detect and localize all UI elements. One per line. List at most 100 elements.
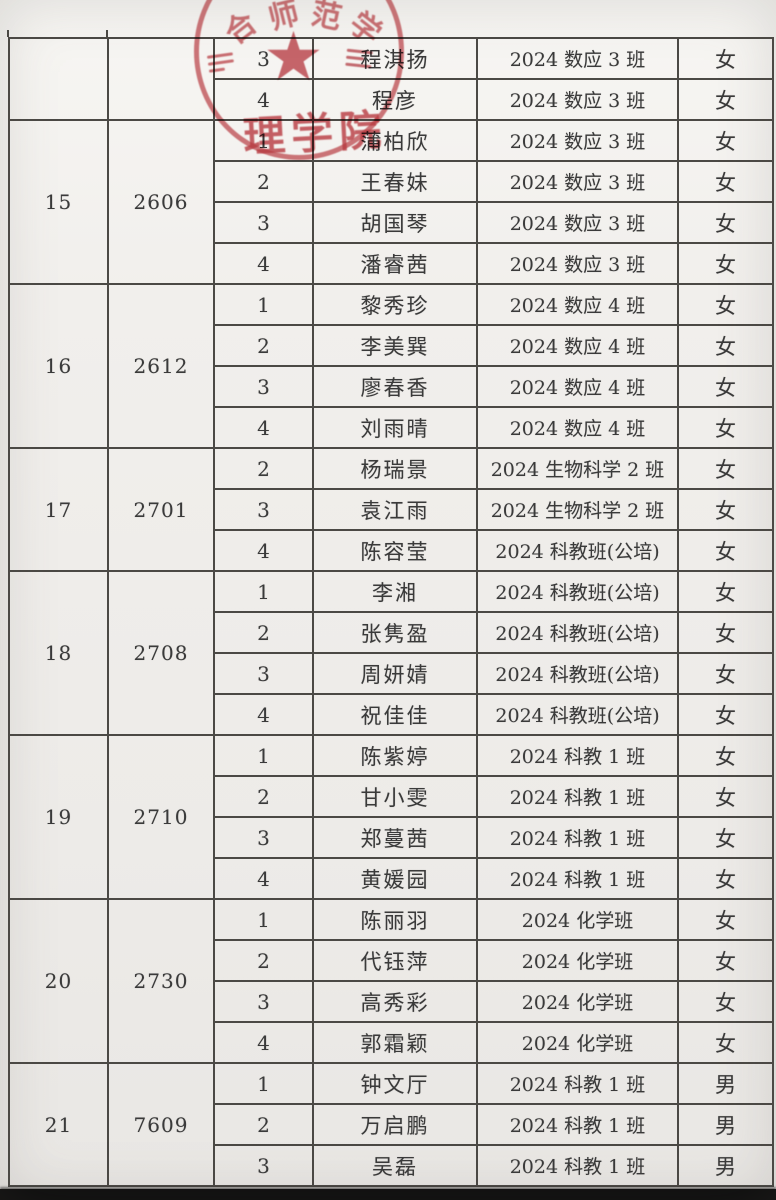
student-name-cell: 祝佳佳	[312, 693, 478, 736]
bed-number-cell: 3	[213, 980, 314, 1023]
student-name-cell: 李美巽	[312, 324, 478, 367]
table-row: 2 张隽盈 2024 科教班(公培) 女	[9, 611, 774, 654]
room-number-cell: 2730	[107, 898, 215, 1064]
student-name-cell: 李湘	[312, 570, 478, 613]
student-name-cell: 高秀彩	[312, 980, 478, 1023]
gender-cell: 女	[677, 488, 774, 531]
bed-number-cell: 4	[213, 857, 314, 900]
student-name-cell: 胡国琴	[312, 201, 478, 244]
gender-cell: 女	[677, 693, 774, 736]
table-row: 4 祝佳佳 2024 科教班(公培) 女	[9, 693, 774, 736]
gender-cell: 女	[677, 160, 774, 203]
class-name-cell: 2024 科教 1 班	[476, 775, 679, 818]
table-row: 3 胡国琴 2024 数应 3 班女	[9, 201, 774, 244]
table-row: 3 廖春香 2024 数应 4 班女	[9, 365, 774, 408]
gender-cell: 女	[677, 447, 774, 490]
table-row: 3 高秀彩 2024 化学班女	[9, 980, 774, 1023]
gender-cell: 女	[677, 406, 774, 449]
gender-cell: 男	[677, 1103, 774, 1146]
class-name-cell: 2024 化学班	[476, 1021, 679, 1064]
class-name-cell: 2024 科教班(公培)	[476, 570, 679, 613]
gender-cell: 女	[677, 283, 774, 326]
gender-cell: 女	[677, 980, 774, 1023]
table-row: 4 刘雨晴 2024 数应 4 班女	[9, 406, 774, 449]
gender-cell: 女	[677, 1021, 774, 1064]
table-row: 4 陈容莹 2024 科教班(公培) 女	[9, 529, 774, 572]
group-number-cell: 15	[8, 119, 109, 285]
bed-number-cell: 4	[213, 693, 314, 736]
class-name-cell: 2024 科教班(公培)	[476, 693, 679, 736]
class-name-cell: 2024 科教班(公培)	[476, 611, 679, 654]
group-number-cell: 21	[8, 1062, 109, 1187]
bed-number-cell: 4	[213, 529, 314, 572]
class-name-cell: 2024 化学班	[476, 939, 679, 982]
bottom-bar	[0, 1189, 776, 1200]
table-row: 3 程淇扬 2024 数应 3 班女	[8, 37, 774, 121]
bed-number-cell: 4	[213, 1021, 314, 1064]
student-name-cell: 黄媛园	[312, 857, 478, 900]
student-name-cell: 张隽盈	[312, 611, 478, 654]
class-name-cell: 2024 科教 1 班	[476, 1103, 679, 1146]
gender-cell: 男	[677, 1062, 774, 1105]
bed-number-cell: 3	[213, 816, 314, 859]
bed-number-cell: 1	[213, 898, 314, 941]
bed-number-cell: 1	[213, 119, 314, 162]
class-name-cell: 2024 化学班	[476, 980, 679, 1023]
student-name-cell: 钟文厅	[312, 1062, 478, 1105]
group-number-cell: 18	[8, 570, 109, 736]
class-name-cell: 2024 科教 1 班	[476, 734, 679, 777]
gender-cell: 女	[677, 242, 774, 285]
bed-number-cell: 3	[213, 365, 314, 408]
class-name-cell: 2024 数应 3 班	[476, 119, 679, 162]
class-name-cell: 2024 数应 3 班	[476, 242, 679, 285]
gender-cell: 女	[677, 201, 774, 244]
student-name-cell: 蒲柏欣	[312, 119, 478, 162]
room-number-cell: 7609	[107, 1062, 215, 1187]
student-name-cell: 黎秀珍	[312, 283, 478, 326]
room-number-cell: 2710	[107, 734, 215, 900]
bed-number-cell: 4	[213, 78, 314, 121]
gender-cell: 女	[677, 78, 774, 121]
student-name-cell: 郑蔓茜	[312, 816, 478, 859]
student-name-cell: 王春妹	[312, 160, 478, 203]
bed-number-cell: 1	[213, 734, 314, 777]
room-number-cell: 2708	[107, 570, 215, 736]
class-name-cell: 2024 科教班(公培)	[476, 529, 679, 572]
student-name-cell: 陈丽羽	[312, 898, 478, 941]
gender-cell: 女	[677, 816, 774, 859]
table-row: 4 郭霜颖 2024 化学班女	[9, 1021, 774, 1064]
class-name-cell: 2024 科教 1 班	[476, 1144, 679, 1187]
gender-cell: 女	[677, 611, 774, 654]
student-name-cell: 刘雨晴	[312, 406, 478, 449]
room-number-cell: 2612	[107, 283, 215, 449]
bed-number-cell: 1	[213, 1062, 314, 1105]
table-row: 18 2708 1 李湘 2024 科教班(公培) 女	[8, 570, 774, 736]
table-row: 4 潘睿茜 2024 数应 3 班女	[9, 242, 774, 285]
gender-cell: 女	[677, 119, 774, 162]
bed-number-cell: 2	[213, 939, 314, 982]
class-name-cell: 2024 数应 3 班	[476, 37, 679, 80]
student-name-cell: 潘睿茜	[312, 242, 478, 285]
table-row: 3 吴磊 2024 科教 1 班男	[9, 1144, 774, 1187]
table-row: 19 2710 1 陈紫婷 2024 科教 1 班女	[8, 734, 774, 900]
student-name-cell: 杨瑞景	[312, 447, 478, 490]
student-name-cell: 甘小雯	[312, 775, 478, 818]
bed-number-cell: 2	[213, 324, 314, 367]
bed-number-cell: 3	[213, 37, 314, 80]
bed-number-cell: 2	[213, 775, 314, 818]
gender-cell: 男	[677, 1144, 774, 1187]
group-number-cell: 19	[8, 734, 109, 900]
class-name-cell: 2024 数应 4 班	[476, 406, 679, 449]
gender-cell: 女	[677, 37, 774, 80]
class-name-cell: 2024 科教 1 班	[476, 857, 679, 900]
group-number-cell: 16	[8, 283, 109, 449]
group-number-cell: 20	[8, 898, 109, 1064]
room-number-cell	[107, 37, 215, 121]
bed-number-cell: 2	[213, 611, 314, 654]
student-name-cell: 程淇扬	[312, 37, 478, 80]
class-name-cell: 2024 科教班(公培)	[476, 652, 679, 695]
class-name-cell: 2024 数应 3 班	[476, 78, 679, 121]
table-row: 15 2606 1 蒲柏欣 2024 数应 3 班女	[8, 119, 774, 285]
gender-cell: 女	[677, 734, 774, 777]
